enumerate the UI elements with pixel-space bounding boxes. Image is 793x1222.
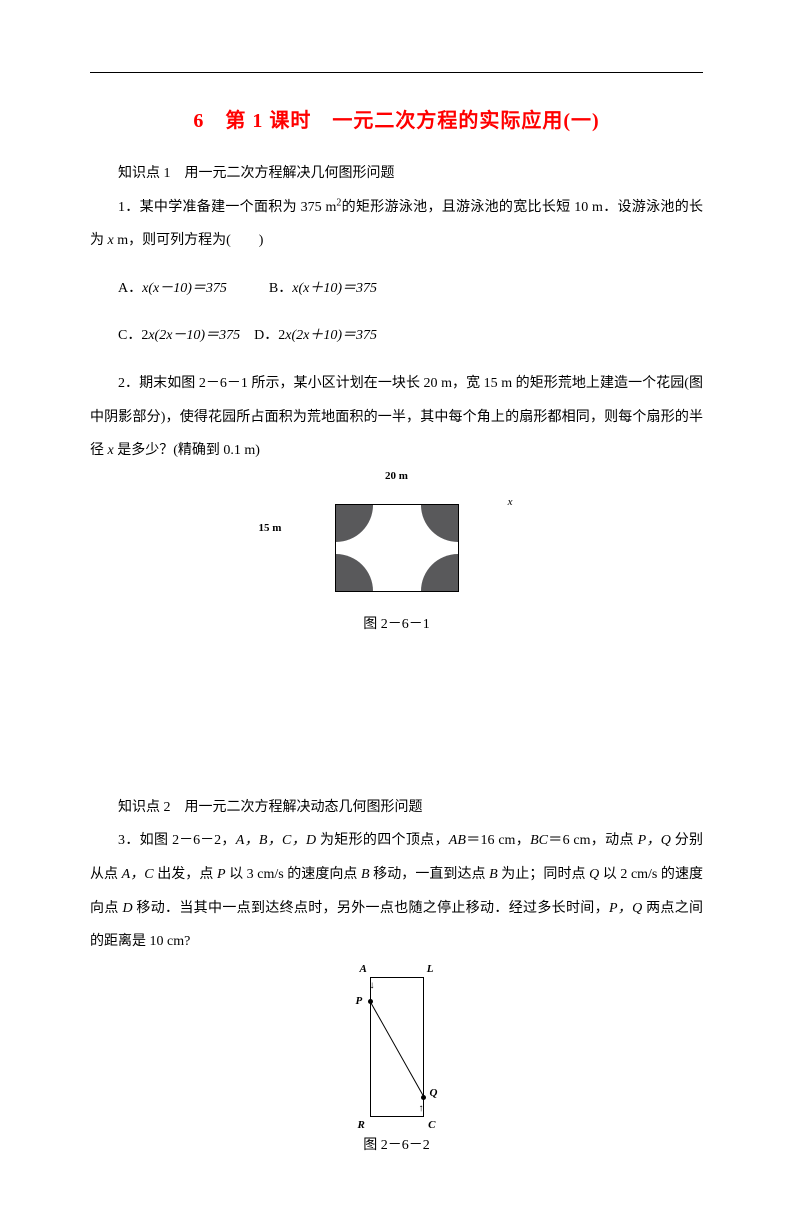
fig1-caption: 图 2－6－1 [90,613,703,633]
question-1: 1．某中学准备建一个面积为 375 m2的矩形游泳池，且游泳池的宽比长短 10 … [90,191,703,258]
figure-1: 20 m 15 m x 图 2－6－1 [90,486,703,633]
spacer [90,641,703,791]
fig2-arrow-down-icon: ↓ [370,980,375,991]
kp2-heading: 知识点 2 用一元二次方程解决动态几何图形问题 [90,791,703,825]
q3-ac: A，C [122,867,154,882]
fig2-R: R [358,1119,365,1131]
q3-d: ＝6 cm，动点 [548,833,638,848]
kp1-heading: 知识点 1 用一元二次方程解决几何图形问题 [90,157,703,191]
fig2-caption: 图 2－6－2 [90,1134,703,1154]
q1-options-row1: A．x(x－10)＝375 B．x(x＋10)＝375 [118,272,703,306]
fig1-left-label: 15 m [259,522,282,534]
q3-h: 移动，一直到达点 [370,867,490,882]
question-2: 2．期末如图 2－6－1 所示，某小区计划在一块长 20 m，宽 15 m 的矩… [90,367,703,468]
fig2-P: P [356,995,363,1007]
q3-b2: B [489,867,498,882]
page-title: 6 第 1 课时 一元二次方程的实际应用(一) [90,104,703,133]
q3-c: ＝16 cm， [466,833,530,848]
fig2-A: A [360,963,367,975]
q1-text-c: m，则可列方程为( ) [114,233,264,248]
q3-pq2: P，Q [609,901,642,916]
fig1-fan-br [421,554,459,592]
q1-optC-pre: C．2 [118,328,148,343]
q3-k: 移动．当其中一点到达终点时，另外一点也随之停止移动．经过多长时间， [133,901,609,916]
q1-optB-expr: x(x＋10)＝375 [292,281,377,296]
fig2-arrow-up-icon: ↑ [419,1103,424,1114]
fig1-top-label: 20 m [295,470,499,482]
q3-i: 为止；同时点 [498,867,589,882]
q3-f: 出发，点 [154,867,217,882]
fig2-diagonal [371,1002,425,1098]
q1-optB-pre: B． [227,281,292,296]
q3-g: 以 3 cm/s 的速度向点 [226,867,362,882]
q1-options-row2: C．2x(2x－10)＝375 D．2x(2x＋10)＝375 [118,319,703,353]
q3-q: Q [589,867,599,882]
q1-optC-expr: x(2x－10)＝375 [148,328,240,343]
q3-dd: D [122,901,132,916]
q1-optA-expr: x(x－10)＝375 [142,281,227,296]
q3-ab: AB [449,833,466,848]
q3-b: 为矩形的四个顶点， [316,833,449,848]
q3-pq: P，Q [638,833,671,848]
q1-optD-pre: D．2 [240,328,285,343]
q3-b1: B [361,867,370,882]
header-rule [90,72,703,73]
q1-optA-pre: A． [118,281,142,296]
fig1-fan-tl [335,504,373,542]
q3-vars1: A，B，C，D [236,833,316,848]
q3-a: 3．如图 2－6－2， [118,833,236,848]
fig1-x-label: x [508,496,513,508]
fig2-C: C [428,1119,435,1131]
figure-2: A L P Q R C ↓ ↑ 图 2－6－2 [90,977,703,1154]
fig1-fan-tr [421,504,459,542]
q3-p: P [217,867,226,882]
fig2-L: L [427,963,434,975]
q1-optD-expr: x(2x＋10)＝375 [285,328,377,343]
fig1-fan-bl [335,554,373,592]
question-3: 3．如图 2－6－2，A，B，C，D 为矩形的四个顶点，AB＝16 cm，BC＝… [90,824,703,958]
q2-text-b: 是多少？(精确到 0.1 m) [114,443,260,458]
fig2-Q: Q [430,1087,438,1099]
q1-text-a: 1．某中学准备建一个面积为 375 m [118,200,336,215]
q3-bc: BC [530,833,548,848]
